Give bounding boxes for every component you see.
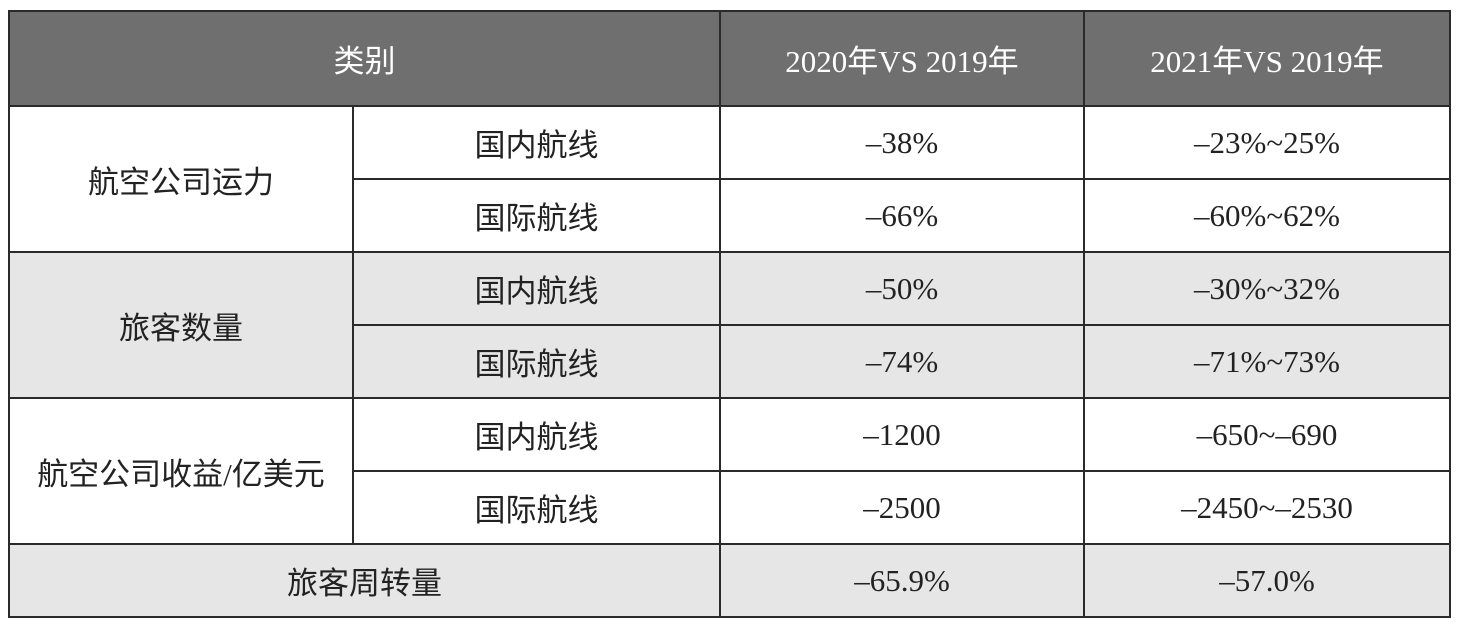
table-cell: –30%~32% bbox=[1083, 251, 1451, 326]
table-cell: –57.0% bbox=[1083, 543, 1451, 618]
table-row: 国际航线 –74% –71%~73% bbox=[9, 324, 1451, 399]
table-cell: –60%~62% bbox=[1083, 178, 1451, 253]
table-row: 航空公司收益/亿美元 国内航线 –1200 –650~–690 bbox=[8, 397, 1451, 545]
table-cell: –71%~73% bbox=[1083, 324, 1451, 399]
table-cell: 国际航线 bbox=[352, 324, 721, 399]
header-cell: 类别 bbox=[8, 10, 721, 107]
table-cell: –2500 bbox=[719, 470, 1085, 545]
table-row: 旅客数量 国内航线 –50% –30%~32% bbox=[8, 251, 1451, 399]
table-cell: 旅客周转量 bbox=[8, 543, 721, 618]
table-cell: 国际航线 bbox=[352, 178, 721, 253]
group-label: 旅客数量 bbox=[8, 251, 354, 399]
table-row: 国际航线 –2500 –2450~–2530 bbox=[9, 470, 1451, 545]
table-cell: –650~–690 bbox=[1083, 397, 1451, 472]
table-cell: –50% bbox=[719, 251, 1085, 326]
header-row: 类别 2020年VS 2019年 2021年VS 2019年 bbox=[8, 10, 1451, 107]
table-cell: –66% bbox=[719, 178, 1085, 253]
table-cell: 国内航线 bbox=[352, 251, 721, 326]
table-row: 国际航线 –66% –60%~62% bbox=[9, 178, 1451, 253]
table-cell: –65.9% bbox=[719, 543, 1085, 618]
group-label: 航空公司运力 bbox=[8, 105, 354, 253]
table-cell: 国际航线 bbox=[352, 470, 721, 545]
table-cell: –1200 bbox=[719, 397, 1085, 472]
table-cell: –2450~–2530 bbox=[1083, 470, 1451, 545]
header-cell: 2020年VS 2019年 bbox=[719, 10, 1085, 107]
footer-row: 旅客周转量 –65.9% –57.0% bbox=[8, 543, 1451, 618]
table-cell: 国内航线 bbox=[352, 105, 721, 180]
table-cell: 国内航线 bbox=[352, 397, 721, 472]
table-row: 航空公司运力 国内航线 –38% –23%~25% bbox=[8, 105, 1451, 253]
table-cell: –23%~25% bbox=[1083, 105, 1451, 180]
header-cell: 2021年VS 2019年 bbox=[1083, 10, 1451, 107]
table-cell: –74% bbox=[719, 324, 1085, 399]
group-label: 航空公司收益/亿美元 bbox=[8, 397, 354, 545]
table-cell: –38% bbox=[719, 105, 1085, 180]
data-table: 类别 2020年VS 2019年 2021年VS 2019年 航空公司运力 国内航… bbox=[8, 10, 1451, 618]
